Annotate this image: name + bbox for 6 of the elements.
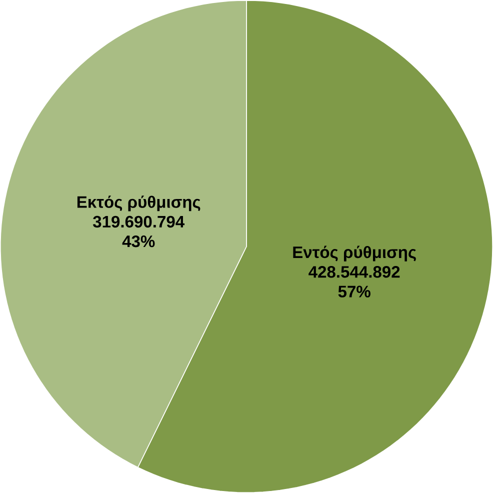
data-label: 428.544.892 xyxy=(308,266,400,278)
text: 43% xyxy=(122,236,155,248)
slice-label: Εκτός ρύθμισης xyxy=(77,196,200,212)
data-label: 319.690.794 xyxy=(92,216,185,228)
text: 57% xyxy=(338,286,370,298)
slice-label: Εντός ρύθμισης xyxy=(293,246,416,262)
